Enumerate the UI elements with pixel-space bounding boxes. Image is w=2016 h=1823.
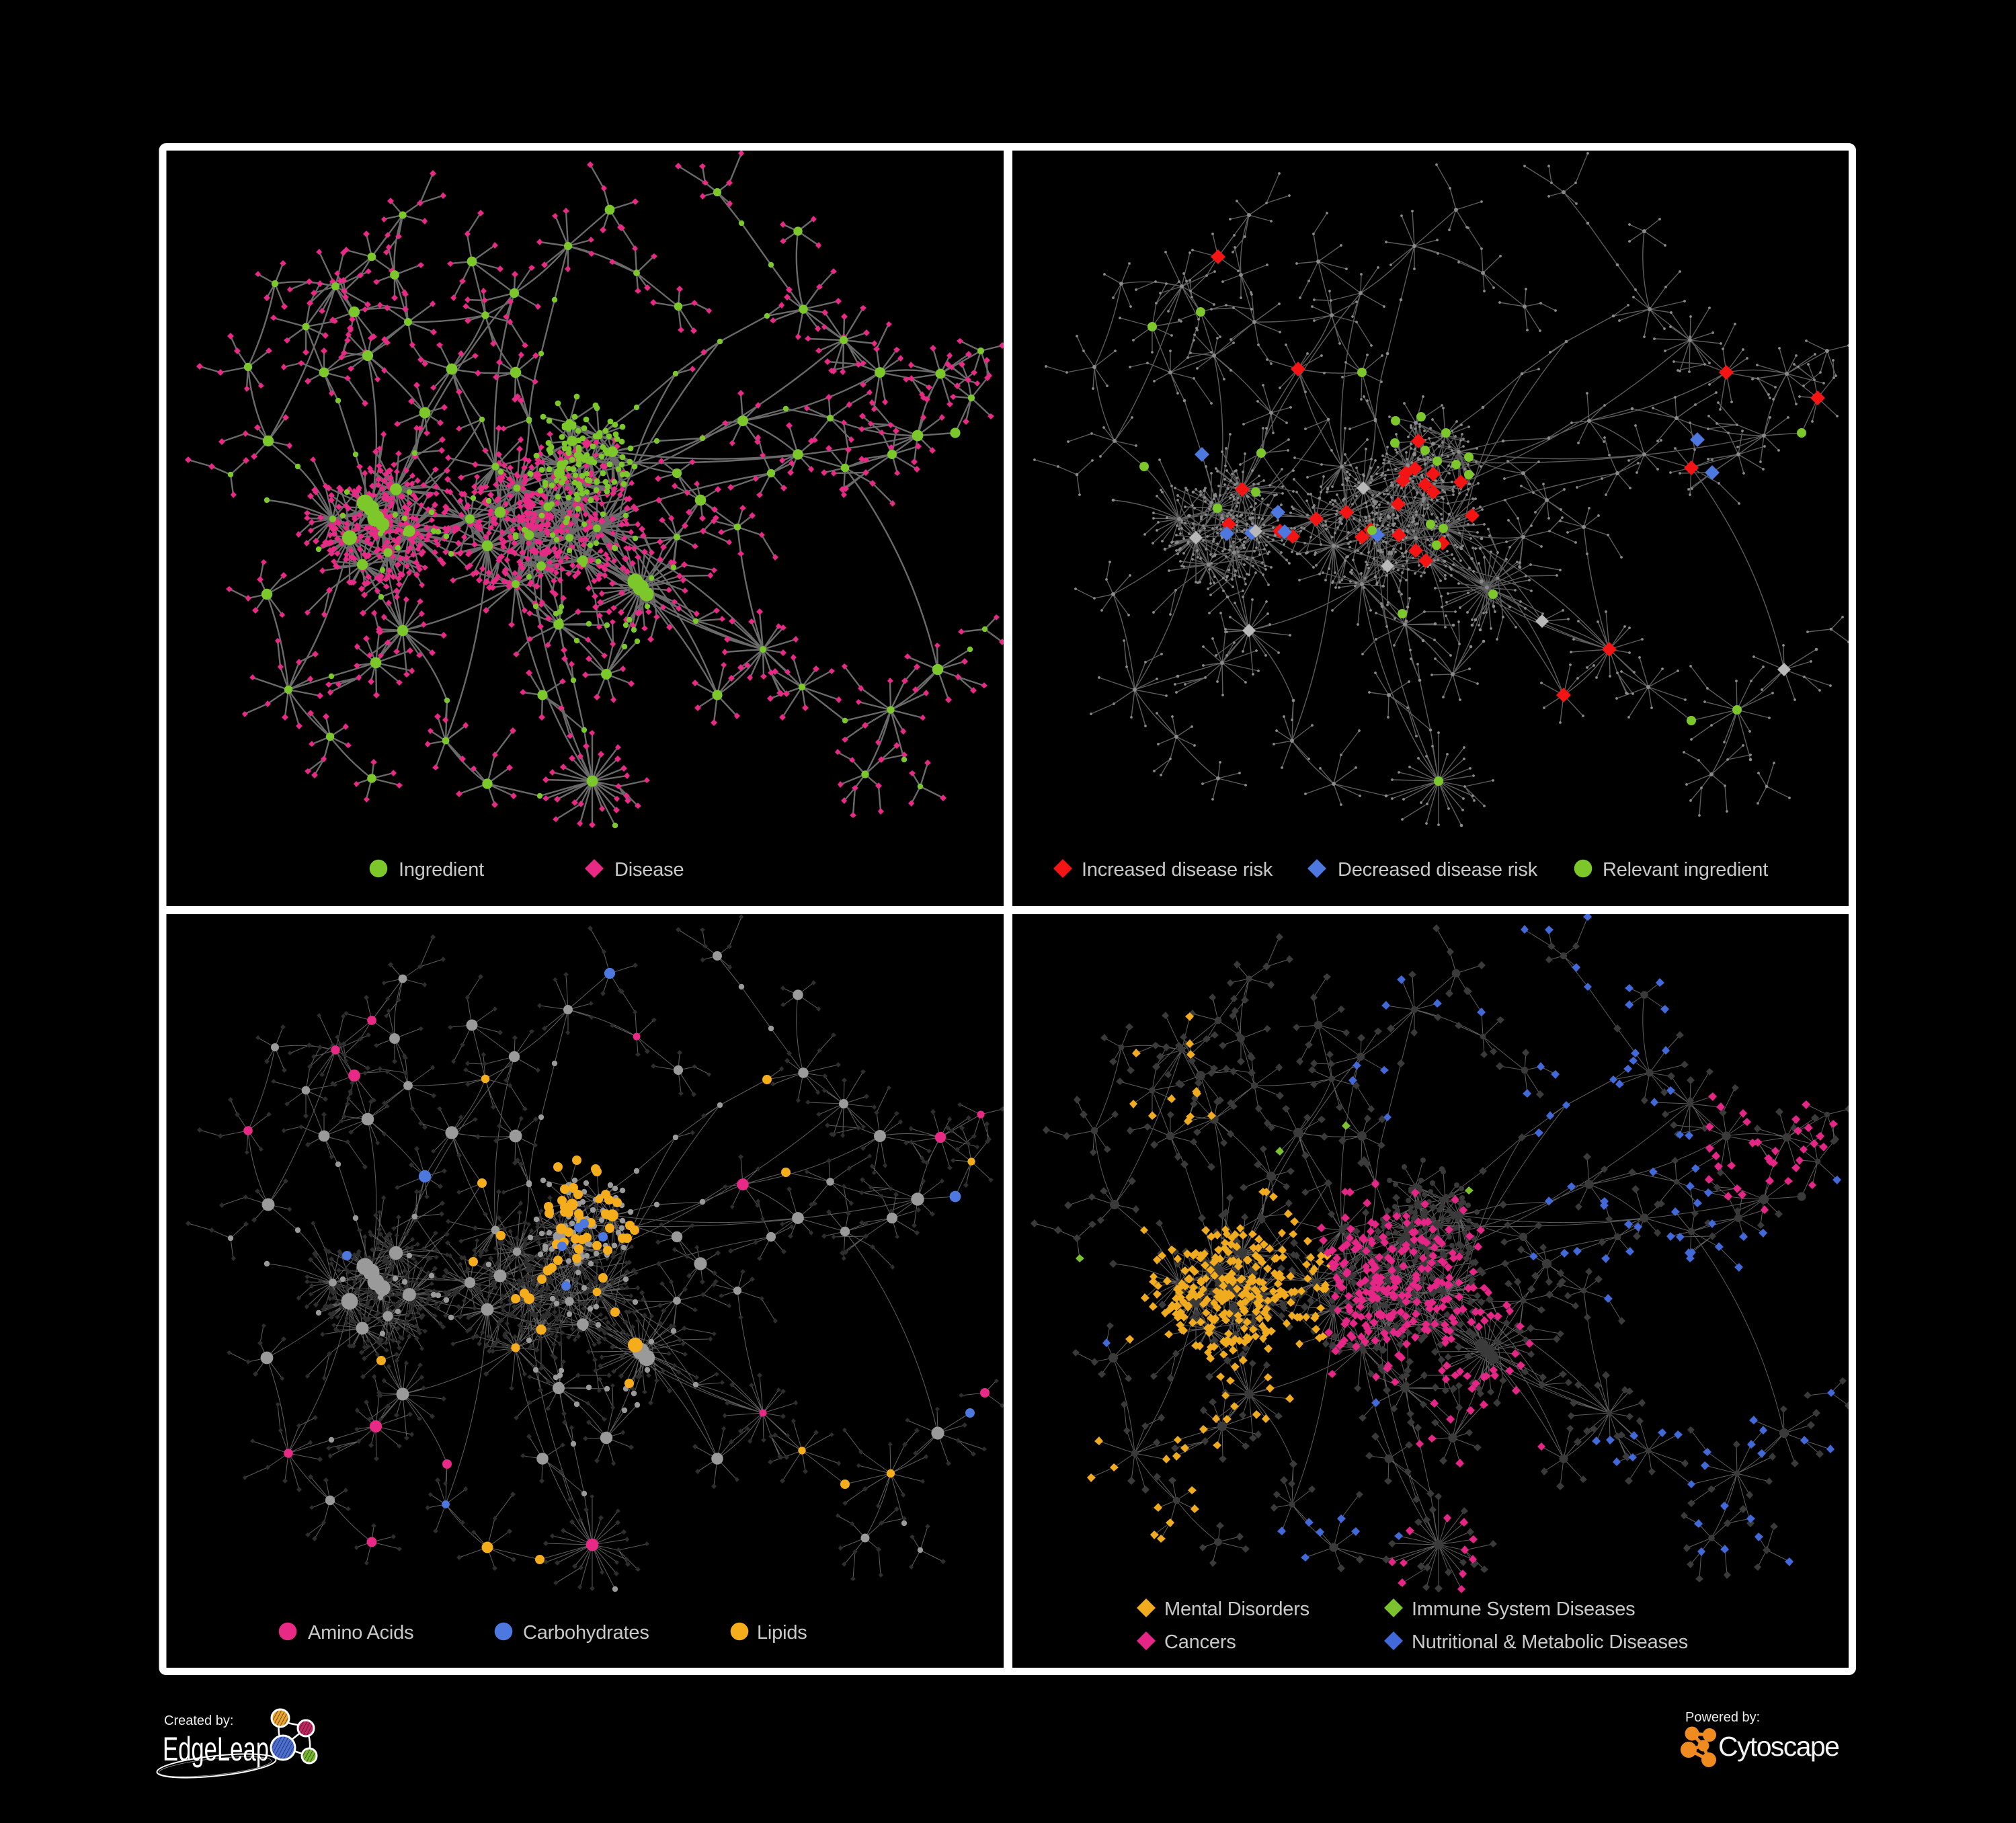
svg-text:Immune System Diseases: Immune System Diseases [1412,1598,1635,1620]
svg-text:Disease: Disease [614,859,684,881]
svg-text:Carbohydrates: Carbohydrates [523,1622,649,1644]
svg-text:Powered by:: Powered by: [1685,1710,1760,1725]
svg-text:Created by:: Created by: [164,1713,233,1728]
svg-text:Nutritional & Metabolic Diseas: Nutritional & Metabolic Diseases [1412,1631,1688,1653]
svg-text:Relevant ingredient: Relevant ingredient [1603,859,1768,881]
svg-text:Lipids: Lipids [757,1622,807,1644]
svg-text:Amino Acids: Amino Acids [308,1622,413,1644]
svg-text:Decreased disease risk: Decreased disease risk [1338,859,1538,881]
svg-text:Ingredient: Ingredient [399,859,484,881]
svg-text:Increased disease risk: Increased disease risk [1082,859,1273,881]
svg-text:Mental Disorders: Mental Disorders [1164,1598,1309,1620]
svg-text:Cancers: Cancers [1164,1631,1236,1653]
svg-text:Cytoscape: Cytoscape [1718,1731,1839,1762]
